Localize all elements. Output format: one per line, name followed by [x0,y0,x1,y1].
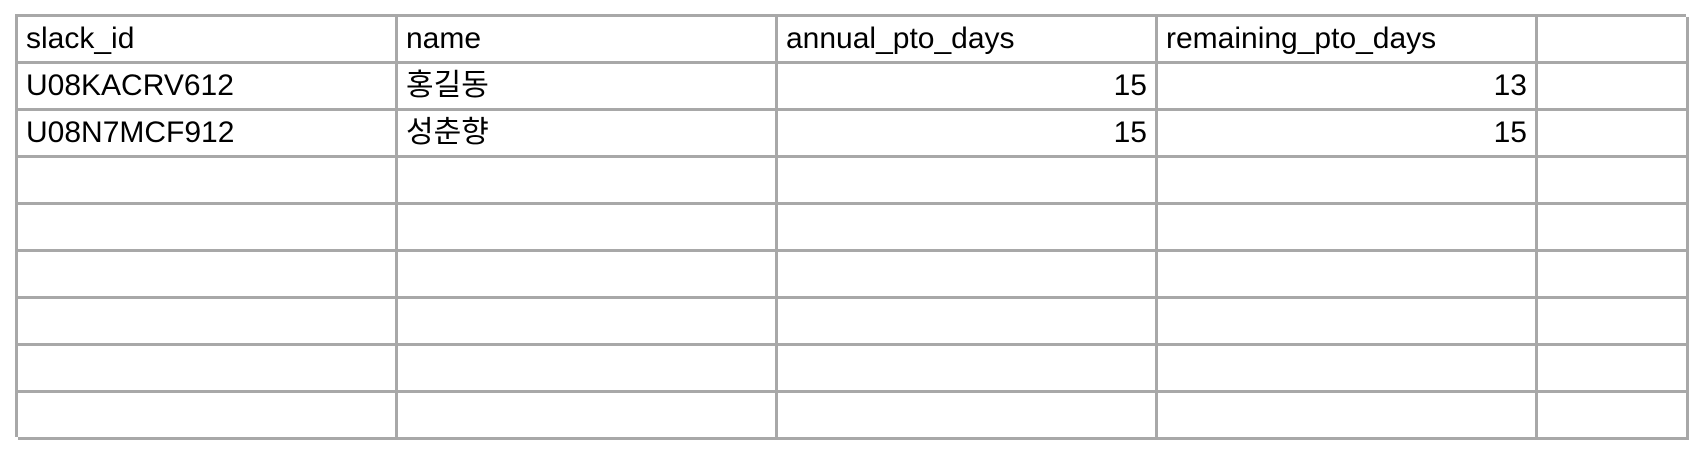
header-cell-annual-pto-days[interactable]: annual_pto_days [778,17,1158,64]
cell-empty[interactable] [778,205,1158,252]
cell-empty[interactable] [1538,64,1689,111]
cell-annual-pto-days[interactable]: 15 [778,111,1158,158]
header-cell-empty[interactable] [1538,17,1689,64]
cell-empty[interactable] [778,393,1158,440]
cell-empty[interactable] [398,393,778,440]
cell-empty[interactable] [398,346,778,393]
cell-empty[interactable] [778,252,1158,299]
cell-empty[interactable] [1158,158,1538,205]
cell-name[interactable]: 성춘향 [398,111,778,158]
header-cell-remaining-pto-days[interactable]: remaining_pto_days [1158,17,1538,64]
cell-empty[interactable] [1158,346,1538,393]
cell-empty[interactable] [1158,299,1538,346]
cell-empty[interactable] [1538,393,1689,440]
cell-empty[interactable] [18,346,398,393]
cell-empty[interactable] [1158,393,1538,440]
cell-empty[interactable] [18,205,398,252]
cell-remaining-pto-days[interactable]: 15 [1158,111,1538,158]
cell-empty[interactable] [1538,111,1689,158]
cell-empty[interactable] [1538,158,1689,205]
cell-empty[interactable] [398,252,778,299]
cell-empty[interactable] [18,393,398,440]
cell-empty[interactable] [778,299,1158,346]
cell-empty[interactable] [1538,252,1689,299]
cell-empty[interactable] [1158,252,1538,299]
cell-slack-id[interactable]: U08N7MCF912 [18,111,398,158]
spreadsheet-grid: slack_id name annual_pto_days remaining_… [15,14,1689,440]
header-cell-slack-id[interactable]: slack_id [18,17,398,64]
cell-empty[interactable] [778,346,1158,393]
cell-empty[interactable] [398,205,778,252]
cell-empty[interactable] [778,158,1158,205]
cell-empty[interactable] [18,252,398,299]
cell-empty[interactable] [18,299,398,346]
cell-empty[interactable] [18,158,398,205]
cell-empty[interactable] [1158,205,1538,252]
cell-remaining-pto-days[interactable]: 13 [1158,64,1538,111]
header-cell-name[interactable]: name [398,17,778,64]
cell-empty[interactable] [398,299,778,346]
cell-empty[interactable] [1538,205,1689,252]
cell-empty[interactable] [398,158,778,205]
cell-annual-pto-days[interactable]: 15 [778,64,1158,111]
cell-empty[interactable] [1538,299,1689,346]
cell-name[interactable]: 홍길동 [398,64,778,111]
cell-slack-id[interactable]: U08KACRV612 [18,64,398,111]
cell-empty[interactable] [1538,346,1689,393]
